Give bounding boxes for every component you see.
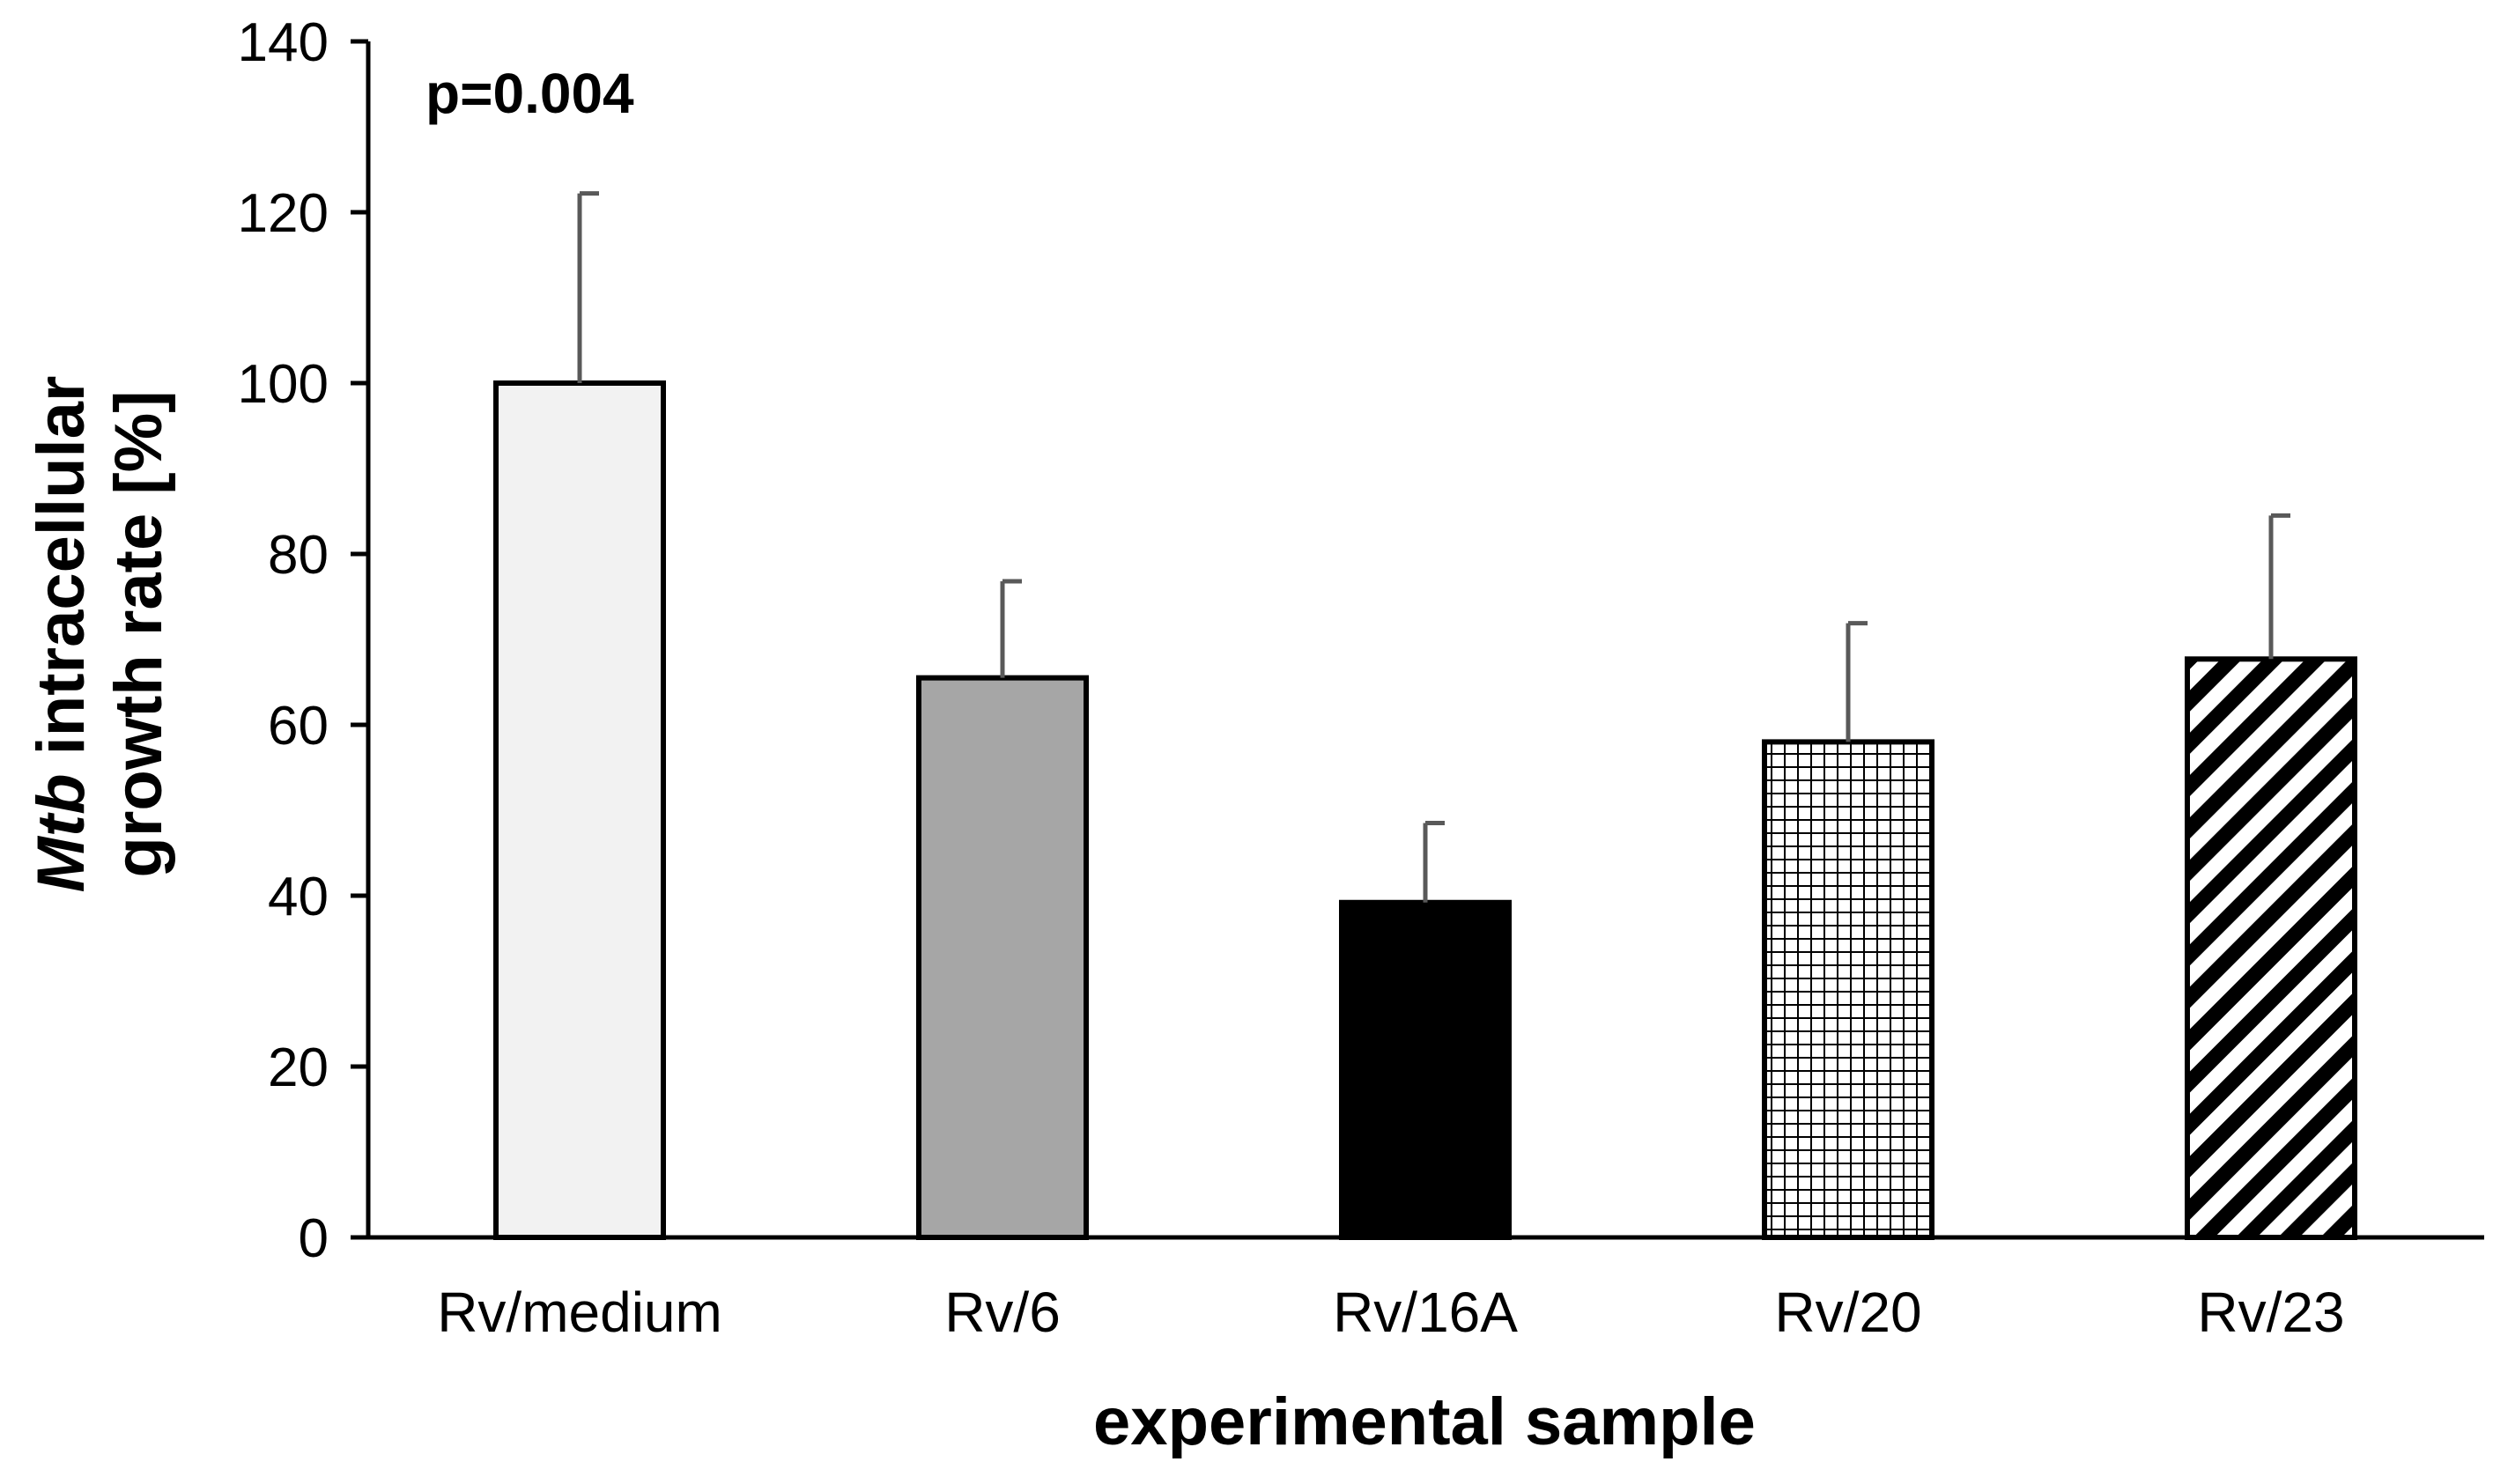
p-value-annotation: p=0.004	[425, 62, 634, 125]
y-tick-label: 80	[268, 525, 329, 586]
bar-rv-16a	[1339, 899, 1512, 1240]
bar-rv-medium	[493, 380, 666, 1240]
y-tick-label: 100	[238, 354, 329, 415]
y-ticks-layer: 0 20 40 60 80 100 120 140	[238, 12, 368, 1269]
y-axis-label-italic: Mtb	[24, 773, 99, 892]
axes-layer	[366, 41, 2484, 1240]
y-tick-label: 40	[268, 867, 329, 927]
y-tick-label: 120	[238, 183, 329, 244]
y-axis-label-line1: intracellular	[24, 375, 99, 773]
x-category-label: Rv/20	[1774, 1281, 1921, 1344]
y-axis-label: Mtb intracellular growth rate [%]	[24, 375, 176, 892]
y-tick-label: 60	[268, 696, 329, 757]
svg-text:Mtb intracellular: Mtb intracellular	[24, 375, 99, 892]
x-category-label: Rv/medium	[437, 1281, 722, 1344]
x-axis-label: experimental sample	[1093, 1384, 1756, 1459]
y-axis-label-line2: growth rate [%]	[101, 390, 176, 877]
bars-layer	[493, 380, 2357, 1240]
x-category-label: Rv/16A	[1333, 1281, 1518, 1344]
y-tick-label: 20	[268, 1037, 329, 1098]
bar-rv-6	[916, 675, 1089, 1240]
y-tick-label: 0	[299, 1208, 329, 1269]
error-bars-layer	[577, 191, 2290, 903]
x-category-label: Rv/6	[944, 1281, 1061, 1344]
x-category-label: Rv/23	[2197, 1281, 2344, 1344]
y-tick-label: 140	[238, 12, 329, 73]
category-labels-layer: Rv/medium Rv/6 Rv/16A Rv/20 Rv/23	[437, 1281, 2344, 1344]
bar-rv-23	[2185, 656, 2357, 1240]
bar-rv-20	[1762, 739, 1934, 1240]
